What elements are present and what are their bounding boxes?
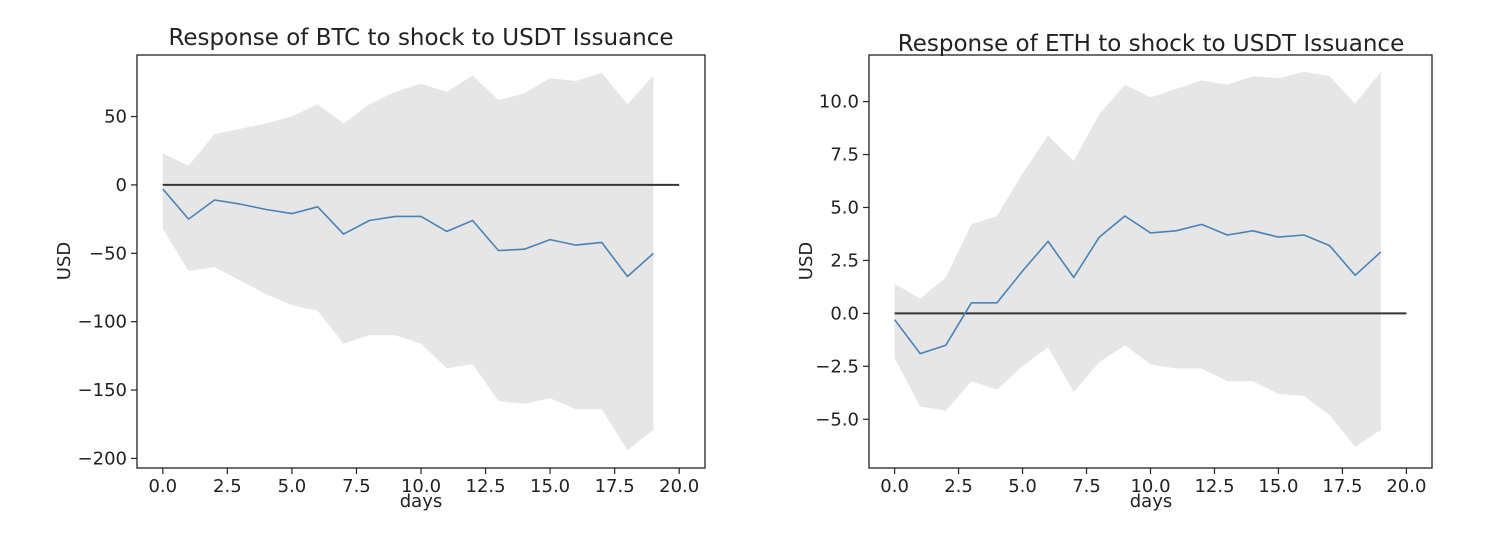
x-axis-label: days bbox=[1130, 491, 1173, 512]
x-axis-label: days bbox=[400, 491, 443, 512]
y-tick-label: −2.5 bbox=[815, 356, 859, 377]
x-tick-label: 2.5 bbox=[944, 476, 973, 497]
x-tick-label: 7.5 bbox=[1072, 476, 1101, 497]
response-series-line bbox=[162, 188, 654, 278]
x-tick-label: 5.0 bbox=[1008, 476, 1037, 497]
y-tick-label: 0.0 bbox=[830, 303, 859, 324]
y-tick-label: −100 bbox=[78, 312, 127, 333]
y-axis-label: USD bbox=[54, 242, 75, 280]
axis-ticks: 0.0 2.5 5.0 7.5 10.0 12.5 15.0 17.5 20.0 10.0 7.5 5… bbox=[815, 92, 1426, 497]
y-tick-label: 5.0 bbox=[830, 197, 859, 218]
x-tick-label: 10.0 bbox=[401, 476, 441, 497]
confidence-band bbox=[894, 71, 1381, 447]
x-tick-label: 0.0 bbox=[148, 476, 177, 497]
y-tick-label: −5.0 bbox=[815, 409, 859, 430]
y-tick-label: −200 bbox=[78, 448, 127, 469]
btc-chart: Response of BTC to shock to USDT Issuanc… bbox=[54, 25, 706, 512]
chart-title: Response of ETH to shock to USDT Issuanc… bbox=[898, 31, 1404, 57]
confidence-band bbox=[162, 72, 654, 451]
x-tick-label: 20.0 bbox=[1386, 476, 1426, 497]
y-tick-label: −150 bbox=[78, 380, 127, 401]
y-tick-label: 2.5 bbox=[830, 250, 859, 271]
y-tick-label: −50 bbox=[89, 243, 127, 264]
y-tick-label: 7.5 bbox=[830, 145, 859, 166]
axis-ticks: 0.0 2.5 5.0 7.5 10.0 12.5 15.0 17.5 20.0 50 0 −50 −1… bbox=[78, 107, 700, 497]
x-tick-label: 12.5 bbox=[466, 476, 506, 497]
x-tick-label: 17.5 bbox=[1322, 476, 1362, 497]
x-tick-label: 5.0 bbox=[278, 476, 307, 497]
x-tick-label: 17.5 bbox=[595, 476, 635, 497]
y-tick-label: 50 bbox=[104, 107, 127, 128]
y-axis-label: USD bbox=[796, 242, 817, 280]
x-tick-label: 0.0 bbox=[880, 476, 909, 497]
x-tick-label: 10.0 bbox=[1130, 476, 1170, 497]
x-tick-label: 7.5 bbox=[342, 476, 371, 497]
plot-area bbox=[893, 71, 1407, 447]
x-tick-label: 15.0 bbox=[530, 476, 570, 497]
y-tick-label: 0 bbox=[116, 175, 127, 196]
chart-title: Response of BTC to shock to USDT Issuanc… bbox=[168, 25, 673, 51]
x-tick-label: 2.5 bbox=[213, 476, 242, 497]
x-tick-label: 15.0 bbox=[1258, 476, 1298, 497]
x-tick-label: 20.0 bbox=[659, 476, 699, 497]
eth-chart: Response of ETH to shock to USDT Issuanc… bbox=[796, 31, 1433, 512]
response-series-line bbox=[893, 215, 1382, 355]
plot-area bbox=[162, 72, 680, 451]
y-tick-label: 10.0 bbox=[819, 92, 859, 113]
x-tick-label: 12.5 bbox=[1194, 476, 1234, 497]
